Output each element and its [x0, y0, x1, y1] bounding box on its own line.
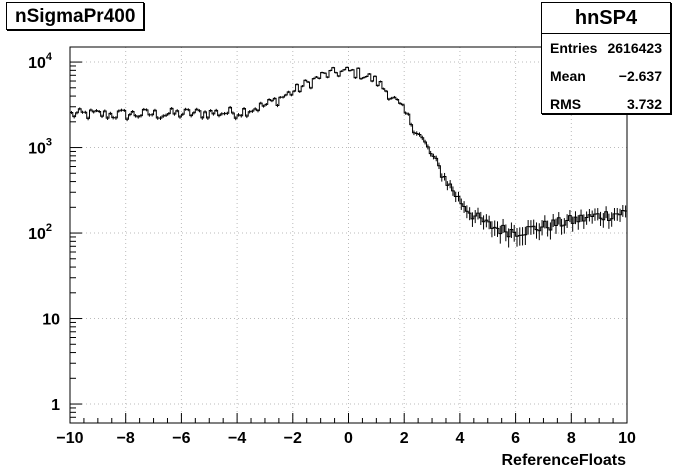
stats-label: RMS — [550, 96, 582, 112]
x-tick-label: 2 — [400, 430, 409, 447]
stats-row-mean: Mean −2.637 — [542, 62, 670, 90]
x-tick-label: 8 — [567, 430, 576, 447]
stats-label: Entries — [550, 40, 598, 56]
x-tick-label: −4 — [228, 430, 246, 447]
stats-value: 3.732 — [626, 96, 662, 112]
y-tick-label: 102 — [28, 222, 52, 243]
y-tick-label: 10 — [42, 312, 60, 329]
histogram-line — [70, 66, 627, 238]
x-tick-label: −2 — [284, 430, 302, 447]
x-axis-label: ReferenceFloats — [501, 452, 627, 469]
stats-value: 2616423 — [607, 40, 662, 56]
stats-row-entries: Entries 2616423 — [542, 34, 670, 62]
y-tick-label: 103 — [28, 137, 52, 158]
x-tick-label: 0 — [344, 430, 353, 447]
stats-label: Mean — [550, 68, 586, 84]
histogram-title: nSigmaPr400 — [6, 2, 145, 30]
x-tick-label: −10 — [56, 430, 83, 447]
stats-value: −2.637 — [618, 68, 662, 84]
x-tick-label: −6 — [172, 430, 190, 447]
x-tick-label: 10 — [618, 430, 636, 447]
stats-histogram-name: hnSP4 — [542, 3, 670, 34]
stats-row-rms: RMS 3.732 — [542, 90, 670, 118]
x-tick-label: −8 — [117, 430, 135, 447]
y-tick-label: 1 — [51, 397, 60, 414]
x-tick-label: 6 — [511, 430, 520, 447]
x-tick-label: 4 — [455, 430, 464, 447]
y-tick-label: 104 — [28, 51, 53, 72]
stats-box: hnSP4 Entries 2616423 Mean −2.637 RMS 3.… — [541, 2, 671, 114]
